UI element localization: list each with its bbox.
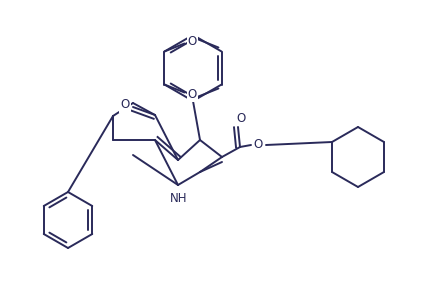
Text: O: O bbox=[188, 35, 197, 48]
Text: O: O bbox=[253, 137, 263, 150]
Text: O: O bbox=[188, 88, 197, 101]
Text: O: O bbox=[121, 98, 129, 111]
Text: NH: NH bbox=[170, 192, 188, 205]
Text: O: O bbox=[236, 111, 246, 124]
